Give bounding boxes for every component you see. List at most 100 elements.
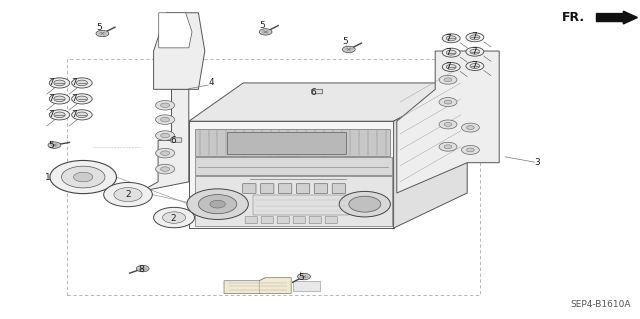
Circle shape [259, 29, 272, 35]
Circle shape [136, 265, 149, 272]
Circle shape [187, 189, 248, 219]
Polygon shape [154, 13, 205, 89]
Circle shape [76, 112, 88, 118]
Bar [67, 59, 480, 295]
Text: 7: 7 [49, 94, 54, 103]
Polygon shape [189, 121, 394, 228]
FancyBboxPatch shape [261, 217, 273, 224]
Text: 6: 6 [170, 136, 175, 145]
Text: 7: 7 [471, 32, 476, 41]
Text: 7: 7 [471, 47, 476, 56]
Text: FR.: FR. [562, 11, 585, 24]
Circle shape [156, 131, 175, 140]
FancyBboxPatch shape [277, 217, 289, 224]
Text: 2: 2 [170, 214, 175, 223]
Text: 7: 7 [49, 110, 54, 119]
Circle shape [210, 200, 225, 208]
Text: 5: 5 [49, 141, 54, 150]
FancyBboxPatch shape [245, 217, 257, 224]
Text: 6: 6 [311, 88, 316, 97]
Text: 7: 7 [71, 94, 76, 103]
Polygon shape [195, 157, 392, 175]
Polygon shape [195, 176, 392, 226]
Circle shape [446, 36, 456, 41]
Circle shape [50, 160, 116, 194]
Circle shape [461, 123, 479, 132]
Polygon shape [159, 13, 192, 48]
FancyBboxPatch shape [296, 184, 310, 193]
Text: 3: 3 [535, 158, 540, 167]
Circle shape [439, 98, 457, 107]
Circle shape [442, 63, 460, 71]
Circle shape [466, 33, 484, 42]
Circle shape [114, 188, 142, 202]
Circle shape [470, 63, 480, 69]
Circle shape [49, 78, 70, 88]
Polygon shape [189, 83, 467, 121]
Circle shape [467, 126, 474, 130]
Circle shape [444, 122, 452, 126]
Circle shape [49, 110, 70, 120]
Circle shape [442, 34, 460, 43]
Circle shape [76, 80, 88, 86]
Text: 5: 5 [260, 21, 265, 30]
Circle shape [72, 94, 92, 104]
FancyBboxPatch shape [278, 184, 292, 193]
FancyBboxPatch shape [309, 217, 321, 224]
Circle shape [342, 46, 355, 53]
Text: 2: 2 [125, 190, 131, 199]
Polygon shape [224, 278, 291, 293]
Text: 7: 7 [49, 78, 54, 87]
Polygon shape [293, 281, 320, 291]
Circle shape [161, 117, 170, 122]
Circle shape [54, 112, 65, 118]
Text: 1: 1 [45, 173, 51, 182]
FancyBboxPatch shape [332, 184, 346, 193]
Circle shape [446, 50, 456, 55]
Text: 5: 5 [343, 37, 348, 46]
Polygon shape [397, 51, 499, 193]
FancyArrow shape [596, 11, 637, 24]
Polygon shape [141, 89, 189, 191]
Circle shape [163, 212, 186, 223]
Circle shape [161, 167, 170, 171]
Text: 4: 4 [209, 78, 214, 87]
Circle shape [349, 196, 381, 212]
Circle shape [442, 48, 460, 57]
Text: 5: 5 [97, 23, 102, 32]
Circle shape [96, 30, 109, 37]
Circle shape [439, 120, 457, 129]
FancyBboxPatch shape [260, 184, 274, 193]
Circle shape [444, 78, 452, 82]
Text: 7: 7 [445, 63, 451, 71]
Circle shape [446, 64, 456, 70]
Polygon shape [394, 83, 467, 228]
Circle shape [154, 207, 195, 228]
Circle shape [161, 103, 170, 108]
Circle shape [54, 96, 65, 102]
Text: 7: 7 [71, 110, 76, 119]
Circle shape [466, 47, 484, 56]
Circle shape [470, 49, 480, 54]
Circle shape [104, 182, 152, 207]
Circle shape [198, 195, 237, 214]
Circle shape [72, 78, 92, 88]
Circle shape [461, 145, 479, 154]
FancyBboxPatch shape [171, 138, 182, 142]
FancyBboxPatch shape [293, 217, 305, 224]
FancyBboxPatch shape [312, 89, 323, 94]
Circle shape [466, 62, 484, 70]
Circle shape [76, 96, 88, 102]
Text: 7: 7 [471, 61, 476, 70]
Text: 7: 7 [71, 78, 76, 87]
Circle shape [48, 142, 61, 148]
Text: 5: 5 [298, 273, 303, 282]
Circle shape [72, 110, 92, 120]
Polygon shape [195, 129, 390, 156]
Circle shape [54, 80, 65, 86]
Text: SEP4-B1610A: SEP4-B1610A [570, 300, 630, 309]
FancyBboxPatch shape [325, 217, 337, 224]
Circle shape [339, 191, 390, 217]
Circle shape [298, 273, 310, 280]
FancyBboxPatch shape [243, 184, 256, 193]
